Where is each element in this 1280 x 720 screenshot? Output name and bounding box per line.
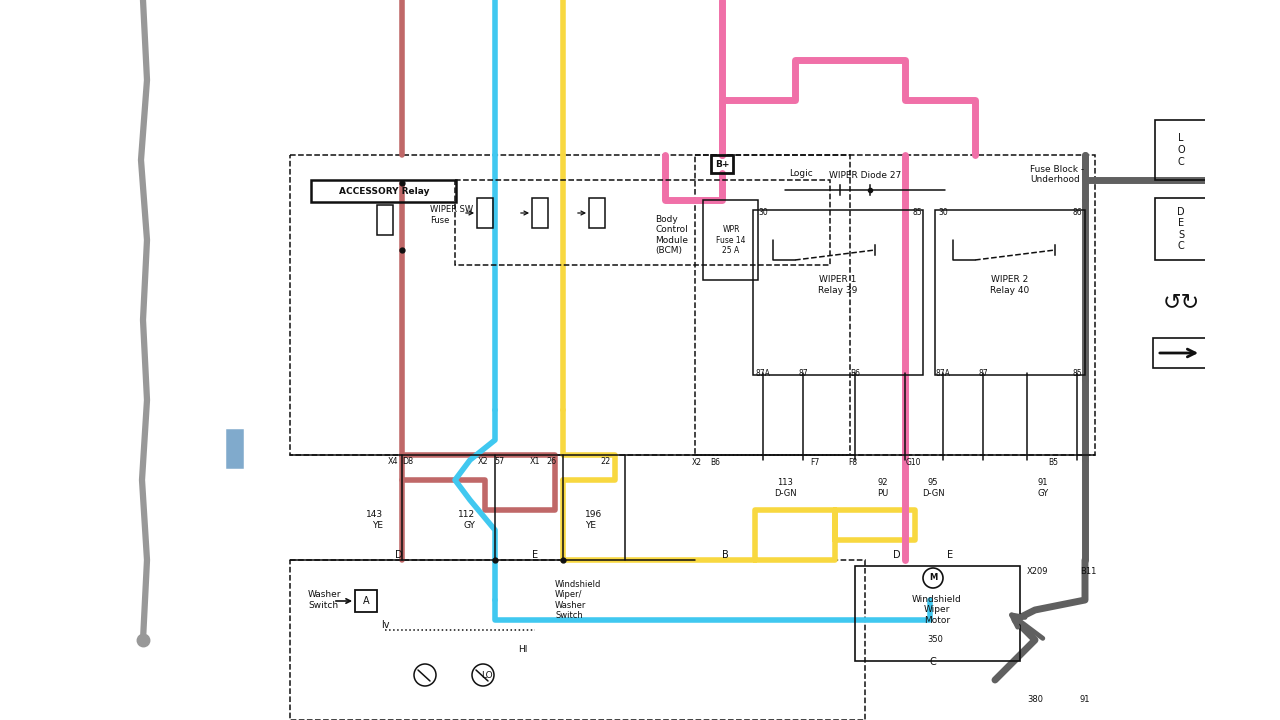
Text: E: E: [947, 550, 954, 560]
Text: HI: HI: [518, 646, 527, 654]
Text: B6: B6: [710, 458, 721, 467]
Text: Windshield
Wiper
Motor: Windshield Wiper Motor: [913, 595, 961, 625]
Bar: [703, 200, 758, 280]
Text: X209: X209: [1027, 567, 1048, 577]
Bar: [311, 180, 456, 202]
Bar: [1155, 120, 1207, 180]
Text: L
O
C: L O C: [1178, 133, 1185, 166]
Text: 196
YE: 196 YE: [585, 510, 603, 530]
Bar: [855, 566, 1020, 661]
Text: X2: X2: [477, 457, 488, 466]
Bar: [355, 590, 378, 612]
Bar: [710, 155, 733, 173]
Text: X2: X2: [692, 458, 701, 467]
Text: B: B: [722, 550, 728, 560]
Text: 87: 87: [799, 369, 808, 377]
Bar: [695, 155, 1094, 455]
Text: WPR
Fuse 14
25 A: WPR Fuse 14 25 A: [717, 225, 746, 255]
Text: 22: 22: [600, 457, 611, 466]
Bar: [454, 180, 829, 265]
Text: Body
Control
Module
(BCM): Body Control Module (BCM): [655, 215, 689, 255]
Bar: [532, 198, 548, 228]
Text: ↺↻: ↺↻: [1162, 292, 1199, 312]
Text: 85: 85: [1073, 369, 1082, 377]
Text: 85: 85: [913, 207, 922, 217]
Text: 91
GY: 91 GY: [1037, 478, 1048, 498]
Text: 350: 350: [927, 636, 943, 644]
Text: B6: B6: [850, 369, 860, 377]
Text: WIPER 1
Relay 39: WIPER 1 Relay 39: [818, 275, 858, 294]
Text: E: E: [532, 550, 538, 560]
Bar: [753, 210, 923, 375]
Text: WIPER SW
Fuse: WIPER SW Fuse: [430, 205, 474, 225]
Text: 30: 30: [938, 207, 948, 217]
Text: 92
PU: 92 PU: [877, 478, 888, 498]
Text: 30: 30: [758, 207, 768, 217]
Text: 86: 86: [1073, 207, 1082, 217]
Text: D8: D8: [402, 457, 413, 466]
Text: X1: X1: [530, 457, 540, 466]
Text: 87: 87: [978, 369, 988, 377]
Text: 57: 57: [494, 457, 504, 466]
Text: WIPER Diode 27: WIPER Diode 27: [829, 171, 901, 179]
Text: LO: LO: [481, 670, 493, 680]
Text: F8: F8: [849, 458, 858, 467]
Text: G10: G10: [905, 458, 920, 467]
Text: C: C: [929, 657, 937, 667]
Text: B11: B11: [1080, 567, 1097, 577]
Text: A: A: [362, 596, 370, 606]
Text: B5: B5: [1048, 458, 1059, 467]
Text: D: D: [893, 550, 901, 560]
Text: 91: 91: [1080, 696, 1091, 704]
Text: 112
GY: 112 GY: [458, 510, 475, 530]
Text: D
E
S
C: D E S C: [1178, 207, 1185, 251]
Bar: [1155, 198, 1207, 260]
Text: D: D: [396, 550, 403, 560]
Bar: [291, 155, 850, 455]
Text: 113
D-GN: 113 D-GN: [773, 478, 796, 498]
Text: WIPER 2
Relay 40: WIPER 2 Relay 40: [991, 275, 1029, 294]
Bar: [1153, 338, 1210, 368]
Text: Windshield
Wiper/
Washer
Switch: Windshield Wiper/ Washer Switch: [556, 580, 602, 620]
Bar: [477, 198, 493, 228]
Bar: [589, 198, 605, 228]
Text: 380: 380: [1027, 696, 1043, 704]
Text: X4: X4: [388, 457, 398, 466]
Text: M: M: [929, 574, 937, 582]
Bar: [291, 560, 865, 720]
Text: 95
D-GN: 95 D-GN: [922, 478, 945, 498]
Bar: [227, 430, 243, 468]
Text: Washer
Switch: Washer Switch: [308, 590, 342, 610]
Text: Fuse Block -
Underhood: Fuse Block - Underhood: [1030, 165, 1084, 184]
Text: F7: F7: [810, 458, 819, 467]
Text: 87A: 87A: [755, 369, 771, 377]
Bar: [934, 210, 1085, 375]
Text: ACCESSORY Relay: ACCESSORY Relay: [339, 186, 429, 196]
Text: 87A: 87A: [936, 369, 951, 377]
Text: 26: 26: [547, 457, 556, 466]
Text: Logic: Logic: [790, 169, 813, 178]
Bar: [378, 205, 393, 235]
Text: lv: lv: [380, 620, 389, 630]
Text: 143
YE: 143 YE: [366, 510, 383, 530]
Text: B+: B+: [714, 160, 730, 168]
